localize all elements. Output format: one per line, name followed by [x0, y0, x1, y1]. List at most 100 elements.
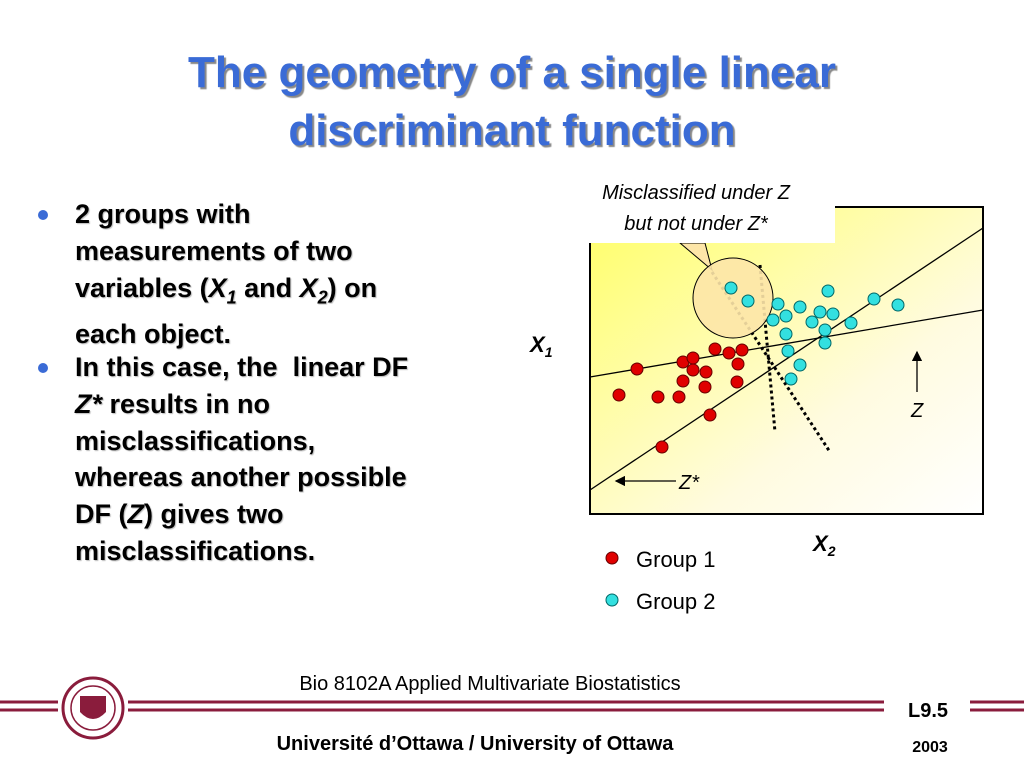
- point: [821, 284, 835, 298]
- legend-dot: [605, 593, 619, 607]
- line-z-star: [589, 227, 984, 491]
- point: [686, 351, 700, 365]
- subscript: 1: [545, 344, 553, 360]
- subscript: 1: [226, 286, 237, 307]
- point: [655, 440, 669, 454]
- point: [730, 375, 744, 389]
- bullet-line: measurements of two: [75, 233, 377, 270]
- point: [708, 342, 722, 356]
- point: [766, 313, 780, 327]
- text: Z*: [75, 388, 102, 419]
- text: ) on: [327, 272, 378, 303]
- legend-dot: [605, 551, 619, 565]
- point: [793, 358, 807, 372]
- point: [676, 374, 690, 388]
- bullet-line: Z* results in no: [75, 386, 408, 423]
- point: [630, 362, 644, 376]
- university: Université d’Ottawa / University of Otta…: [277, 733, 675, 755]
- group1-points: [612, 342, 749, 454]
- text: X: [299, 272, 318, 303]
- text: X: [528, 332, 546, 357]
- text: misclassifications.: [75, 535, 316, 566]
- text: 2 groups with: [75, 199, 251, 229]
- point: [771, 297, 785, 311]
- point: [793, 300, 807, 314]
- bullet-line: misclassifications,: [75, 423, 408, 460]
- title-line: discriminant function: [288, 106, 736, 155]
- bullet-line: whereas another possible: [75, 459, 408, 496]
- point: [651, 390, 665, 404]
- point: [672, 390, 686, 404]
- bullet-dot: [38, 210, 48, 220]
- text: DF (: [75, 499, 128, 530]
- text: X: [811, 531, 829, 556]
- axis-label: X1: [528, 332, 553, 360]
- callout-text: but not under Z*: [624, 213, 769, 235]
- point: [805, 315, 819, 329]
- bullet: 2 groups with measurements of two variab…: [38, 196, 377, 353]
- point: [741, 294, 755, 308]
- legend-label: Group 1: [636, 547, 716, 572]
- point: [699, 365, 713, 379]
- text: results in no: [102, 388, 271, 419]
- text: In this case, the linear DF: [75, 352, 409, 382]
- text: misclassifications,: [75, 425, 316, 456]
- slide-number-box: [890, 694, 968, 722]
- text: and: [236, 272, 300, 303]
- dotted-boundary: [758, 264, 777, 433]
- point: [698, 380, 712, 394]
- point: [735, 343, 749, 357]
- point: [813, 305, 827, 319]
- point: [867, 292, 881, 306]
- point: [781, 344, 795, 358]
- text: variables (: [75, 272, 209, 303]
- point: [722, 346, 736, 360]
- point: [779, 327, 793, 341]
- point: [818, 323, 832, 337]
- logo-ring: [70, 685, 116, 731]
- bullet-line: variables (X1 and X2) on: [75, 270, 377, 316]
- subscript: 2: [317, 286, 328, 307]
- text: ) gives two: [143, 499, 284, 530]
- point: [818, 336, 832, 350]
- bullet-line: In this case, the linear DF: [75, 349, 408, 386]
- logo: [61, 676, 125, 740]
- point: [703, 408, 717, 422]
- axis-label: X2: [811, 531, 836, 559]
- text: whereas another possible: [75, 462, 407, 493]
- footer-rule: [0, 700, 1024, 712]
- group2-points: [724, 281, 905, 386]
- bullet-line: misclassifications.: [75, 533, 408, 570]
- point: [724, 281, 738, 295]
- point: [784, 372, 798, 386]
- legend-label: Group 2: [636, 589, 716, 614]
- point: [779, 309, 793, 323]
- callout-box: [557, 172, 835, 243]
- slide-title: The geometry of a single linear discrimi…: [0, 44, 1024, 160]
- bullet-line: each object.: [75, 316, 377, 353]
- bullet-dot: [38, 363, 48, 373]
- highlight-circle: [692, 257, 774, 339]
- line-label: Z*: [678, 472, 700, 494]
- point: [891, 298, 905, 312]
- line-label: Z: [910, 400, 924, 422]
- line-z: [589, 309, 984, 378]
- text: each object.: [75, 318, 232, 349]
- point: [844, 316, 858, 330]
- callout-text: Misclassified under Z: [602, 182, 791, 204]
- year: 2003: [912, 739, 948, 756]
- text: X: [208, 272, 227, 303]
- bullet: In this case, the linear DF Z* results i…: [38, 349, 408, 570]
- title-line: The geometry of a single linear: [188, 48, 836, 97]
- course-name: Bio 8102A Applied Multivariate Biostatis…: [299, 673, 680, 695]
- bullet-line: 2 groups with: [75, 196, 377, 233]
- plot-box: [589, 206, 984, 515]
- text: Z: [127, 499, 144, 530]
- slide-number: L9.5: [908, 700, 948, 722]
- point: [731, 357, 745, 371]
- point: [612, 388, 626, 402]
- subscript: 2: [827, 543, 836, 559]
- bullet-line: DF (Z) gives two: [75, 496, 408, 533]
